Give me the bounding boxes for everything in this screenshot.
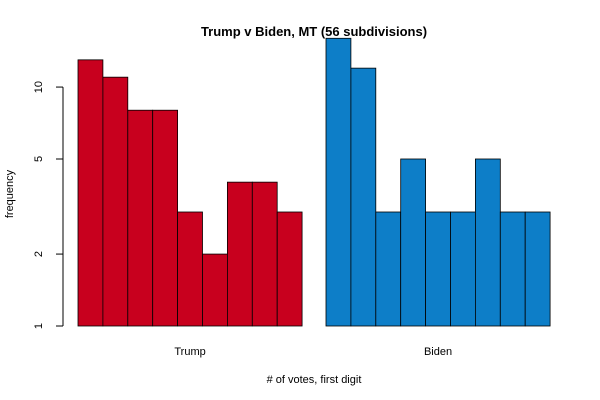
bar-biden-digit-3 — [375, 211, 402, 327]
bar-biden-digit-7 — [474, 158, 501, 327]
group-label-biden: Biden — [424, 346, 452, 358]
y-axis-label: frequency — [4, 169, 16, 218]
bar-trump-digit-9 — [276, 211, 303, 327]
bar-biden-digit-1 — [325, 37, 352, 327]
bar-trump-digit-3 — [127, 109, 154, 327]
bar-biden-digit-5 — [425, 211, 451, 327]
bar-trump-digit-8 — [251, 181, 278, 327]
bar-trump-digit-5 — [177, 211, 203, 327]
group-label-trump: Trump — [174, 346, 205, 358]
bar-biden-digit-6 — [450, 211, 476, 327]
x-axis-label: # of votes, first digit — [267, 374, 362, 386]
bar-trump-digit-1 — [77, 59, 104, 327]
y-tick-label: 10 — [33, 81, 45, 93]
bar-trump-digit-7 — [226, 181, 253, 327]
bar-trump-digit-4 — [152, 109, 178, 327]
y-tick-label: 2 — [33, 251, 45, 257]
bar-trump-digit-6 — [202, 253, 228, 327]
bars — [77, 37, 551, 327]
chart-title: Trump v Biden, MT (56 subdivisions) — [201, 24, 427, 39]
bar-biden-digit-2 — [350, 67, 377, 327]
bar-biden-digit-4 — [400, 158, 427, 327]
bar-trump-digit-2 — [102, 76, 129, 327]
group-labels: Trump Biden — [174, 346, 452, 358]
bar-biden-digit-8 — [499, 211, 526, 327]
y-axis: 1 2 5 10 — [33, 81, 64, 329]
y-tick-label: 5 — [33, 156, 45, 162]
y-tick-label: 1 — [33, 323, 45, 329]
bar-biden-digit-9 — [524, 211, 551, 327]
